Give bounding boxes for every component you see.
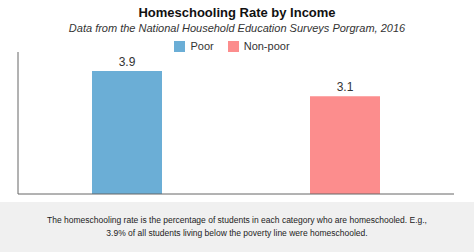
html-text:Non-poor: Non-poor	[243, 40, 290, 52]
html-text:Data from the National Househo: Data from the National Household Educati…	[68, 22, 406, 34]
html-text:3.9% of all students living be: 3.9% of all students living below the po…	[106, 228, 368, 238]
svg-text:3.1: 3.1	[337, 80, 354, 94]
html-text:Poor: Poor	[190, 40, 214, 52]
html-text:The homeschooling rate is the: The homeschooling rate is the percentage…	[47, 215, 427, 225]
html-text:Homeschooling Rate by Income: Homeschooling Rate by Income	[138, 5, 336, 20]
svg-text:3.9: 3.9	[119, 55, 136, 69]
